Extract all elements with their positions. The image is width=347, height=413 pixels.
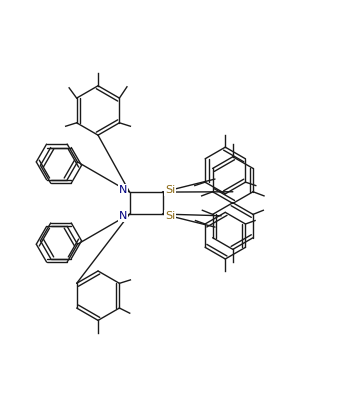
Text: N: N xyxy=(119,211,128,221)
Text: N: N xyxy=(119,185,128,195)
Text: Si: Si xyxy=(165,211,175,221)
Text: Si: Si xyxy=(165,185,175,195)
